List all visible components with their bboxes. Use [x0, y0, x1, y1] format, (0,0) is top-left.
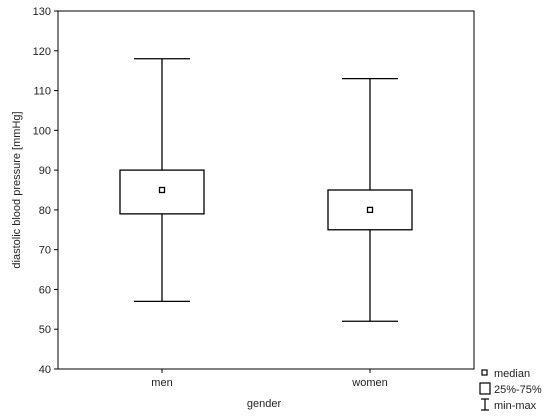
x-tick-label: men	[151, 377, 172, 389]
median-marker	[158, 186, 166, 194]
y-tick-label: 120	[33, 46, 51, 58]
legend-label: 25%-75%	[494, 384, 542, 396]
legend-item-whisker: min-max	[481, 398, 537, 412]
median-marker	[366, 206, 374, 214]
y-tick-label: 80	[39, 205, 51, 217]
legend-item-box: 25%-75%	[479, 382, 542, 396]
plot-area-frame	[57, 10, 475, 370]
box-group-women	[327, 77, 413, 322]
y-tick-label: 40	[39, 364, 51, 376]
x-tick-label: women	[351, 377, 387, 389]
y-tick-label: 110	[33, 86, 51, 98]
box-group-men	[119, 58, 205, 303]
y-tick-label: 100	[33, 125, 51, 137]
legend-item-median-square: median	[481, 368, 530, 380]
y-tick-label: 60	[39, 284, 51, 296]
y-tick-label: 90	[39, 165, 51, 177]
legend-label: median	[494, 368, 530, 380]
y-tick-label: 50	[39, 324, 51, 336]
legend-label: min-max	[494, 400, 537, 412]
legend: median 25%-75% min-max	[479, 368, 542, 412]
boxes	[119, 58, 413, 322]
y-tick-label: 70	[39, 245, 51, 257]
x-axis-title: gender	[247, 398, 282, 410]
x-axis: men women	[151, 369, 388, 389]
y-axis-title: diastolic blood pressure [mmHg]	[11, 111, 23, 268]
legend-box-icon	[479, 382, 491, 395]
y-tick-label: 130	[33, 6, 51, 18]
legend-median-icon	[481, 369, 488, 376]
y-axis: 40 50 60 70 80 90 100 110 120 130	[33, 6, 58, 376]
